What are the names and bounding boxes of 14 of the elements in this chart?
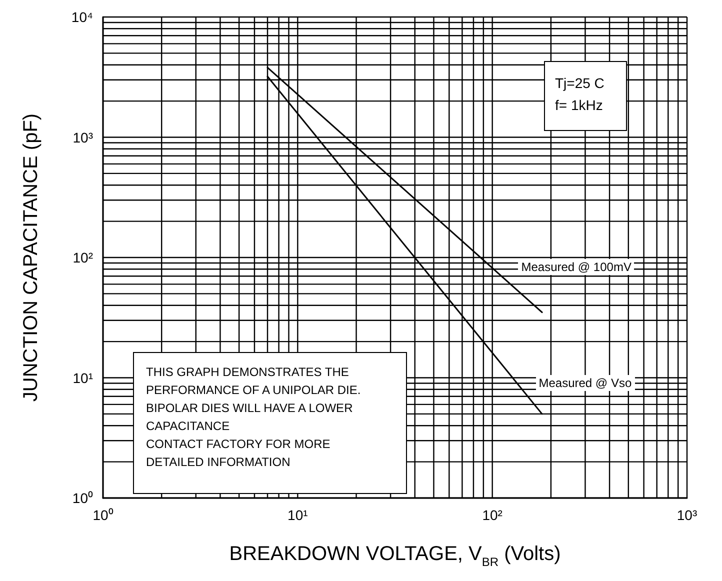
x-tick-label: 10⁰ bbox=[92, 507, 114, 523]
text-box: THIS GRAPH DEMONSTRATES THE PERFORMANCE OF A UNIPOLAR DIE. BIPOLAR DIES WILL HAVE A LOWER CAPACITANCE CONTACT FACTORY FOR MORE DETAILED INFORMATION bbox=[133, 352, 407, 494]
y-tick-label: 10² bbox=[72, 250, 94, 266]
annotation: Measured @ Vso bbox=[536, 375, 635, 392]
x-tick-label: 10¹ bbox=[288, 507, 308, 523]
annotation: Measured @ 100mV bbox=[518, 259, 634, 276]
x-tick-label: 10³ bbox=[676, 507, 698, 523]
x-tick-label: 10² bbox=[482, 507, 503, 523]
y-tick-label: 10³ bbox=[72, 129, 94, 146]
y-tick-label: 10¹ bbox=[72, 370, 94, 386]
text-box: Tj=25 C f= 1kHz bbox=[544, 61, 628, 131]
y-axis-title: JUNCTION CAPACITANCE (pF) bbox=[20, 113, 42, 402]
y-tick-label: 10⁰ bbox=[72, 490, 93, 506]
y-tick-label: 10⁴ bbox=[71, 9, 93, 25]
